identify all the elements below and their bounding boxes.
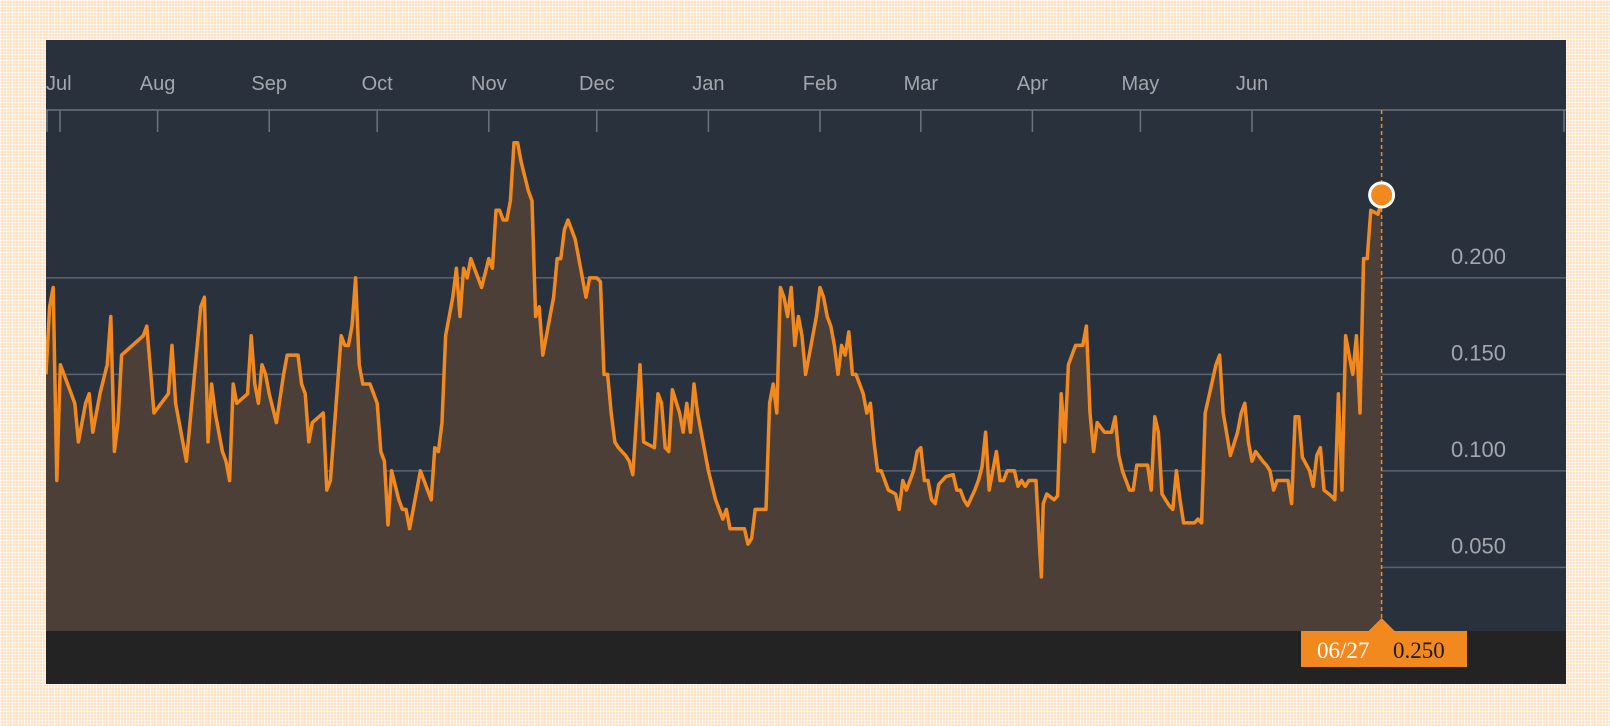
x-tick-label: Jul <box>46 73 72 95</box>
y-tick-label: 0.100 <box>1451 437 1506 462</box>
chart-canvas[interactable]: Jul Aug Sep Oct Nov Dec Jan Feb Mar Apr May Jun 0.0… <box>46 40 1566 684</box>
badge-date: 06/27 <box>1317 638 1369 663</box>
x-tick-label: Sep <box>251 73 287 95</box>
price-chart[interactable]: Jul Aug Sep Oct Nov Dec Jan Feb Mar Apr May Jun 0.0… <box>46 40 1566 684</box>
y-tick-label: 0.050 <box>1451 533 1506 558</box>
badge-value: 0.250 <box>1393 638 1445 663</box>
x-tick-label: Aug <box>140 73 176 95</box>
x-tick-label: Jan <box>692 73 724 95</box>
x-tick-label: Nov <box>471 73 507 95</box>
y-tick-label: 0.200 <box>1451 244 1506 269</box>
y-tick-label: 0.150 <box>1451 340 1506 365</box>
badge-pointer <box>1368 618 1395 631</box>
series-line <box>46 141 1384 579</box>
badge-box <box>1301 631 1467 667</box>
x-tick-label: Jun <box>1236 73 1268 95</box>
series-area <box>46 142 1382 633</box>
last-value-marker[interactable] <box>1368 181 1396 209</box>
x-tick-label: Mar <box>904 73 939 95</box>
x-tick-label: May <box>1122 73 1160 95</box>
y-axis: 0.050 0.100 0.150 0.200 <box>1451 244 1506 558</box>
x-tick-label: Apr <box>1017 73 1048 95</box>
x-axis: Jul Aug Sep Oct Nov Dec Jan Feb Mar Apr May Jun <box>46 73 1566 132</box>
x-tick-label: Feb <box>803 73 837 95</box>
x-tick-label: Dec <box>579 73 615 95</box>
x-tick-label: Oct <box>362 73 394 95</box>
crosshair-badge: 06/27 0.250 <box>1301 618 1467 667</box>
